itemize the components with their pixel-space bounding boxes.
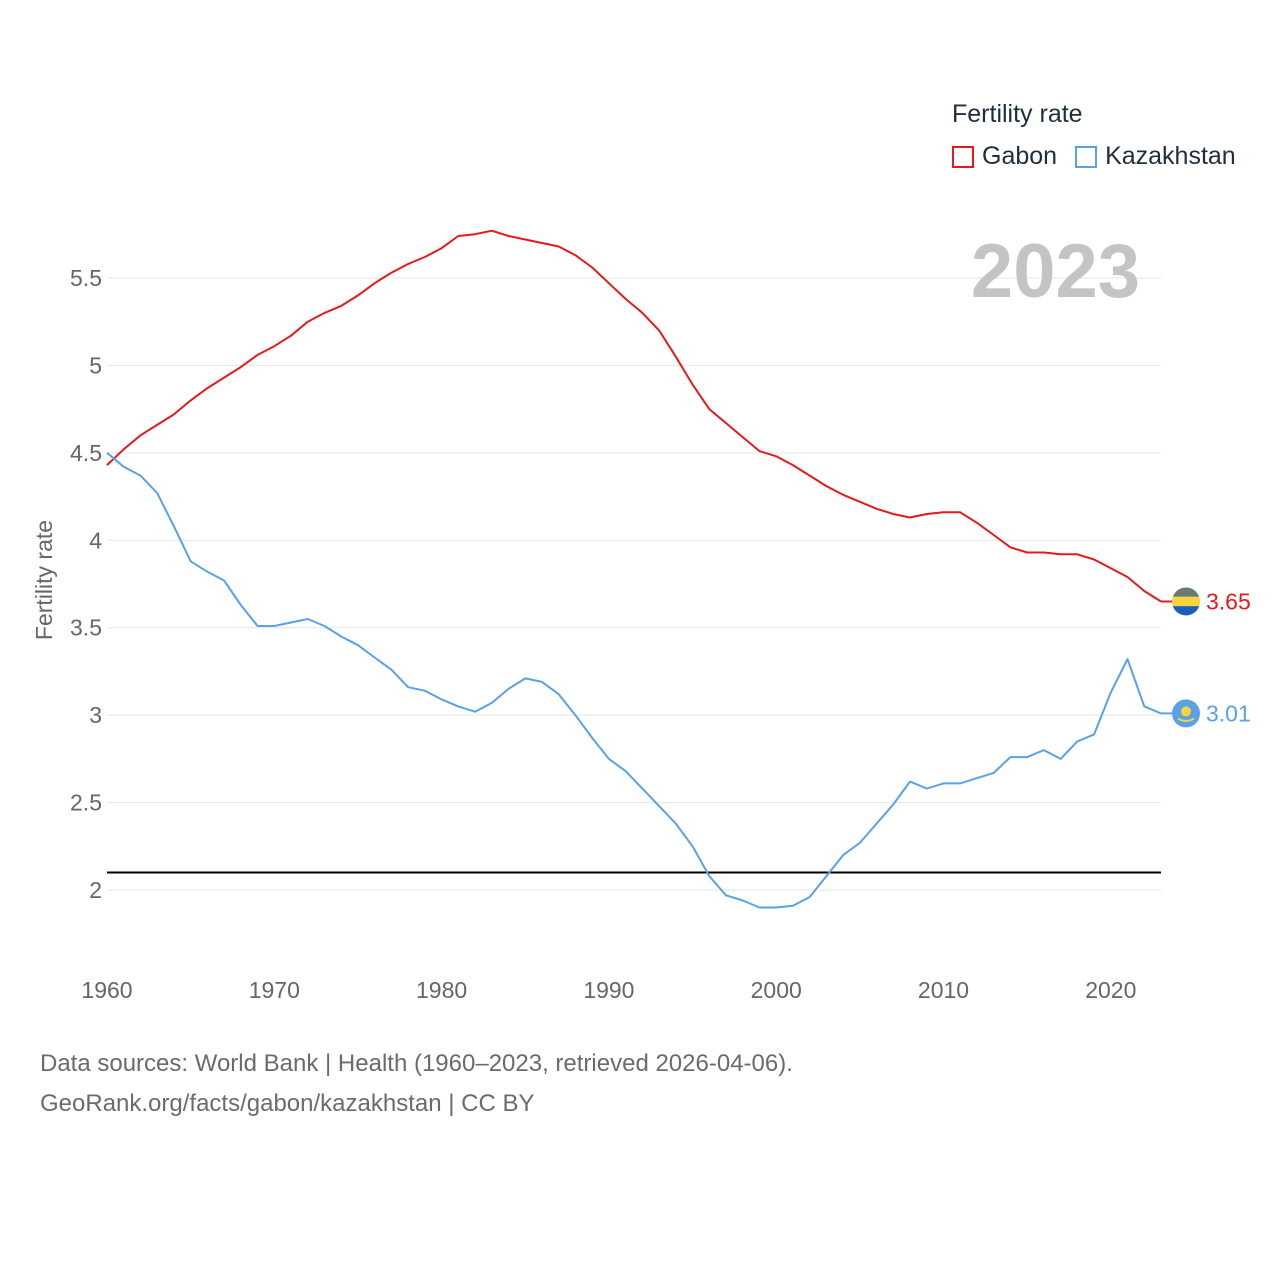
y-axis-title: Fertility rate (31, 520, 57, 640)
y-tick-label: 2.5 (70, 790, 102, 816)
source-line-2[interactable]: GeoRank.org/facts/gabon/kazakhstan | CC … (40, 1090, 535, 1117)
series-line-kazakhstan[interactable] (106, 452, 1162, 909)
legend-item-kazakhstan[interactable]: Kazakhstan (1075, 142, 1236, 171)
legend: Gabon Kazakhstan (952, 142, 1254, 171)
x-tick-label: 1990 (583, 977, 634, 1003)
source-note: Data sources: World Bank | Health (1960–… (40, 1044, 793, 1124)
gridlines (107, 277, 1161, 891)
source-line-1: Data sources: World Bank | Health (1960–… (40, 1050, 793, 1077)
x-tick-label: 1960 (81, 977, 132, 1003)
year-label: 2023 (970, 229, 1140, 314)
y-tick-label: 4 (89, 527, 102, 553)
x-tick-label: 2020 (1085, 977, 1136, 1003)
y-tick-label: 5.5 (70, 265, 102, 291)
legend-swatch-kazakhstan (1075, 145, 1098, 168)
y-tick-label: 3 (89, 702, 102, 728)
y-tick-label: 2 (89, 877, 102, 903)
x-tick-label: 2010 (918, 977, 969, 1003)
x-tick-label: 1970 (249, 977, 300, 1003)
y-tick-label: 3.5 (70, 615, 102, 641)
y-axis-ticks: 2 2.5 3 3.5 4 4.5 5 5.5 (70, 265, 102, 903)
series-lines (106, 229, 1162, 909)
y-tick-label: 5 (89, 352, 102, 378)
x-axis-ticks: 1960 1970 1980 1990 2000 2010 2020 (81, 977, 1136, 1003)
end-value-label-kazakhstan: 3.01 (1206, 700, 1251, 726)
x-tick-label: 2000 (751, 977, 802, 1003)
legend-label-gabon: Gabon (982, 142, 1058, 170)
legend-label-kazakhstan: Kazakhstan (1105, 142, 1236, 170)
end-value-label-gabon: 3.65 (1206, 588, 1251, 614)
end-markers: 3.65 3.01 (1161, 587, 1251, 728)
series-line-gabon[interactable] (106, 229, 1162, 603)
flag-icon-kazakhstan (1172, 699, 1200, 728)
flag-icon-gabon (1172, 587, 1200, 616)
y-tick-label: 4.5 (70, 440, 102, 466)
x-tick-label: 1980 (416, 977, 467, 1003)
legend-swatch-gabon (952, 145, 974, 168)
legend-item-gabon[interactable]: Gabon (952, 142, 1057, 171)
legend-title: Fertility rate (952, 100, 1083, 128)
